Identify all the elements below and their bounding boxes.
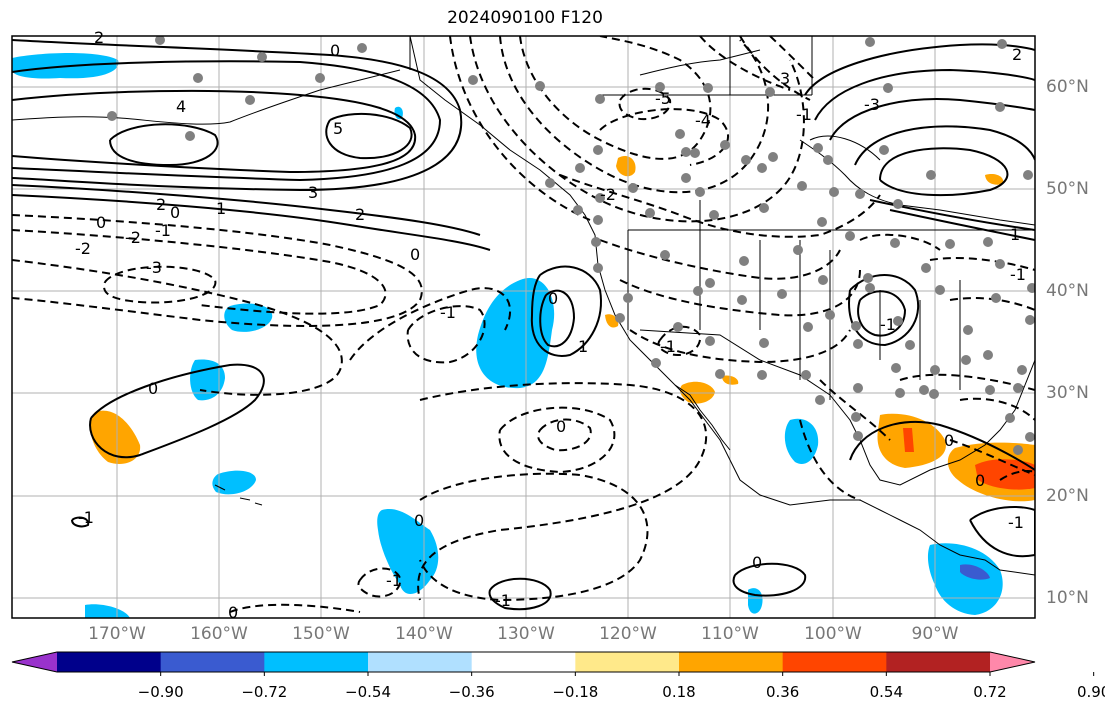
colorbar-tick-label: 0.54	[869, 683, 904, 701]
contour-label: 1	[216, 199, 226, 218]
contour-label: 3	[780, 69, 790, 88]
lat-label: 10°N	[1046, 588, 1089, 608]
contour-label: 0	[556, 417, 566, 436]
colorbar-extend-high	[990, 652, 1035, 672]
station-dots	[107, 36, 1035, 455]
graticule	[12, 36, 1035, 618]
negative-contours	[12, 36, 1035, 613]
red-blob-east	[975, 459, 1035, 490]
positive-contours	[12, 39, 1035, 611]
lat-label: 50°N	[1046, 179, 1089, 199]
contour-label: -2	[125, 228, 141, 247]
contour-label: -1	[660, 337, 676, 356]
colorbar-extend-low	[12, 652, 57, 672]
contour-label: 0	[96, 213, 106, 232]
lon-label: 170°W	[88, 624, 146, 644]
contour-label: -1	[78, 508, 94, 527]
contour-label: 0	[410, 245, 420, 264]
contour-label: 2	[156, 195, 166, 214]
contour-label: 0	[228, 603, 238, 622]
contour-label: 3	[308, 183, 318, 202]
contour-label: -3	[146, 258, 162, 277]
contour-label: -1	[880, 315, 896, 334]
contour-label: 2	[94, 28, 104, 47]
contour-label: 0	[548, 289, 558, 308]
blue-blob-10n	[927, 543, 1003, 615]
contour-label: -1	[796, 105, 812, 124]
contour-label: -1	[1010, 265, 1026, 284]
map-title: 2024090100 F120	[447, 8, 603, 28]
contour-label: 2	[1012, 45, 1022, 64]
contour-label: -5	[655, 89, 671, 108]
lat-label: 60°N	[1046, 77, 1089, 97]
orange-blob-canada	[985, 174, 1004, 185]
lat-label: 20°N	[1046, 486, 1089, 506]
map-frame	[11, 35, 1036, 619]
purple-blob-10n	[960, 564, 990, 580]
contour-label: -1	[440, 303, 456, 322]
lat-label: 40°N	[1046, 281, 1089, 301]
colorbar-tick-label: −0.54	[345, 683, 391, 701]
colorbar-tick-label: −0.90	[137, 683, 184, 701]
contour-labels: 2 0 4 5 3 2 0 1 2 3 2 -2 -1 0 -2 -3 -1 0…	[75, 28, 1026, 622]
colorbar-outline	[11, 651, 1036, 673]
colorbar-segment	[160, 652, 265, 672]
contour-label: 0	[414, 511, 424, 530]
contour-label: 1	[578, 337, 588, 356]
colorbar-segment	[679, 652, 784, 672]
blue-blob-140w	[377, 509, 439, 595]
blue-blob-110w	[784, 418, 819, 465]
colorbar	[11, 651, 1095, 676]
colorbar-segment	[57, 652, 162, 672]
lon-label: 140°W	[395, 624, 453, 644]
contour-label: -2	[600, 185, 616, 204]
contour-label: 0	[752, 553, 762, 572]
colorbar-tick-label: 0.36	[765, 683, 800, 701]
colorbar-tick-label: −0.36	[448, 683, 495, 701]
orange-blob-socal	[605, 314, 619, 328]
contour-label: 0	[944, 431, 954, 450]
colorbar-tick-label: 0.18	[662, 683, 696, 701]
red-blob-gulf	[903, 428, 914, 452]
contour-label: -4	[695, 111, 711, 130]
colorbar-tick-label: 0.72	[973, 683, 1007, 701]
contour-label: 1	[1010, 225, 1020, 244]
colorbar-segment	[575, 652, 680, 672]
contour-label: 0	[148, 379, 158, 398]
contour-label: -3	[864, 95, 880, 114]
lon-label: 130°W	[497, 624, 555, 644]
blue-blob-hawaii	[212, 470, 256, 495]
contour-label: 0	[975, 471, 985, 490]
lat-label: 30°N	[1046, 383, 1089, 403]
contour-label: -2	[75, 239, 91, 258]
blue-blob-160w	[190, 359, 225, 401]
colorbar-segment	[886, 652, 991, 672]
lon-label: 90°W	[911, 624, 959, 644]
colorbar-tick-label: −0.72	[241, 683, 288, 701]
contour-label: 2	[355, 205, 365, 224]
colorbar-segment	[782, 652, 887, 672]
lon-label: 160°W	[190, 624, 248, 644]
blue-blob-south	[85, 604, 130, 618]
contour-label: -1	[495, 591, 511, 610]
lon-label: 150°W	[292, 624, 350, 644]
colorbar-segment	[471, 652, 576, 672]
colorbar-tick-label: 0.90	[1076, 683, 1105, 701]
contour-label: -1	[1008, 513, 1024, 532]
lon-label: 120°W	[599, 624, 657, 644]
blue-blob-coast	[476, 278, 555, 389]
contour-label: 0	[170, 203, 180, 222]
contour-label: 0	[330, 41, 340, 60]
lon-label: 100°W	[804, 624, 862, 644]
contour-label: -1	[386, 571, 402, 590]
contour-label: 4	[176, 97, 186, 116]
contour-label: -1	[155, 221, 171, 240]
colorbar-segment	[264, 652, 369, 672]
contour-label: 5	[333, 119, 343, 138]
colorbar-segment	[368, 652, 473, 672]
orange-blob-nw	[616, 155, 636, 177]
lon-label: 110°W	[701, 624, 759, 644]
colorbar-tick-label: −0.18	[552, 683, 599, 701]
